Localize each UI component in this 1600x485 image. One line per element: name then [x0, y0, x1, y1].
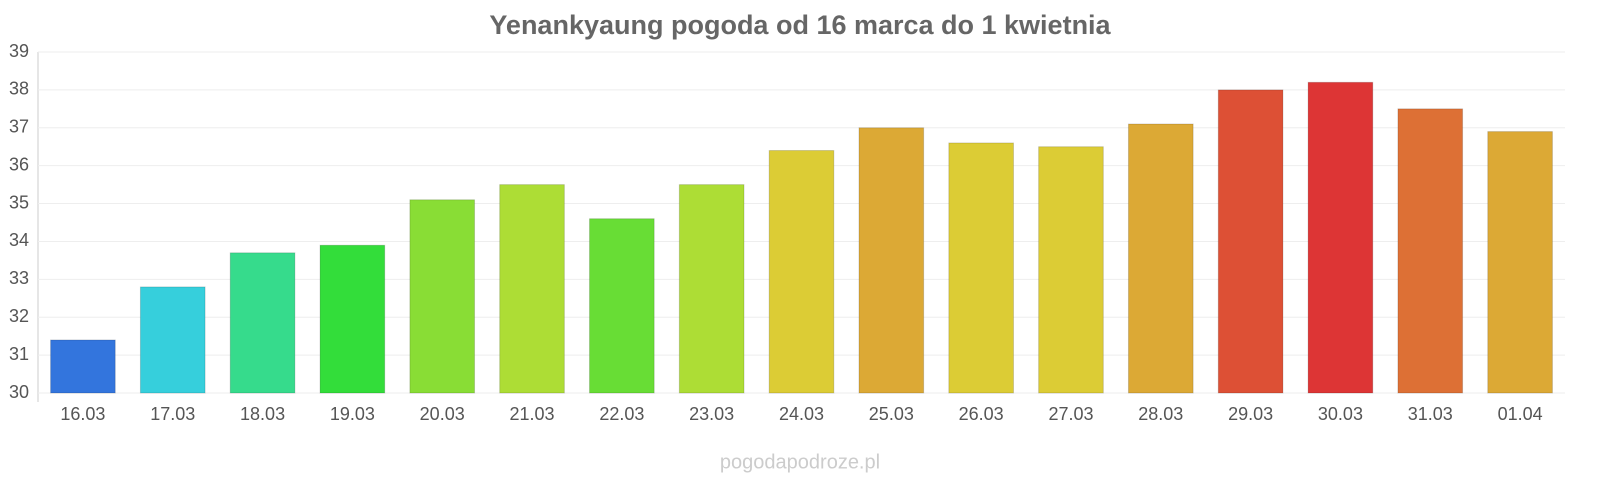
x-tick-label: 18.03 [240, 404, 285, 424]
x-tick-label: 30.03 [1318, 404, 1363, 424]
bar [1307, 81, 1374, 394]
bar [1217, 89, 1284, 394]
x-tick-label: 21.03 [510, 404, 555, 424]
x-tick-label: 19.03 [330, 404, 375, 424]
x-tick-label: 31.03 [1408, 404, 1453, 424]
x-tick-label: 24.03 [779, 404, 824, 424]
bar [1038, 146, 1104, 394]
bar [1127, 123, 1194, 394]
bar [229, 252, 296, 394]
x-tick-label: 25.03 [869, 404, 914, 424]
x-tick-label: 20.03 [420, 404, 465, 424]
footer: pogodapodroze.pl [720, 451, 880, 473]
bar [319, 244, 386, 394]
x-tick-label: 01.04 [1498, 404, 1543, 424]
bar [1397, 108, 1464, 394]
chart-title: Yenankyaung pogoda od 16 marca do 1 kwie… [489, 10, 1111, 40]
y-tick-label: 39 [9, 41, 29, 61]
x-tick-label: 29.03 [1228, 404, 1273, 424]
y-tick-label: 38 [9, 79, 29, 99]
x-tick-label: 16.03 [60, 404, 105, 424]
bar [768, 150, 835, 394]
y-tick-label: 30 [9, 382, 29, 402]
x-tick-label: 23.03 [689, 404, 734, 424]
y-tick-label: 36 [9, 154, 29, 174]
x-tick-label: 28.03 [1138, 404, 1183, 424]
y-tick-label: 31 [9, 344, 29, 364]
bar [409, 199, 476, 394]
bar [1487, 131, 1553, 394]
bar [589, 218, 655, 394]
bar [499, 184, 565, 394]
y-tick-label: 33 [9, 268, 29, 288]
x-tick-label: 17.03 [150, 404, 195, 424]
x-tick-label: 27.03 [1048, 404, 1093, 424]
bar [139, 286, 206, 394]
bar [858, 127, 925, 394]
y-tick-label: 32 [9, 306, 29, 326]
x-tick-label: 26.03 [959, 404, 1004, 424]
y-tick-label: 35 [9, 192, 29, 212]
bar [50, 339, 116, 394]
bar [678, 184, 745, 394]
y-tick-label: 34 [9, 230, 29, 250]
x-tick-label: 22.03 [599, 404, 644, 424]
bar [948, 142, 1014, 394]
y-tick-label: 37 [9, 117, 29, 137]
